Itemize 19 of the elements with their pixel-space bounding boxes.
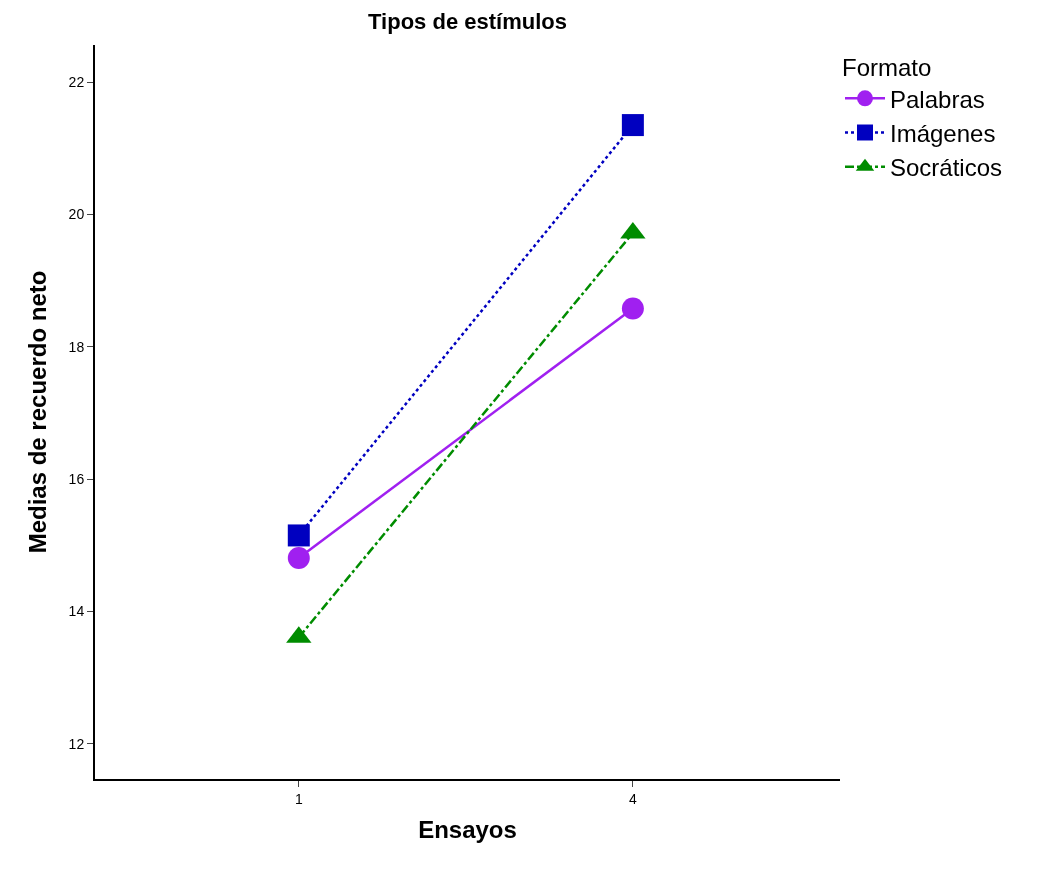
legend-title: Formato: [842, 54, 932, 82]
y-tick-label: 12: [68, 735, 85, 752]
y-tick-label: 18: [68, 338, 85, 355]
point: [287, 524, 310, 547]
legend-label: Palabras: [890, 85, 985, 113]
y-tick-label: 20: [68, 206, 85, 223]
x-axis-title: Ensayos: [418, 815, 517, 843]
point: [621, 297, 644, 320]
point: [287, 546, 310, 569]
y-axis-title: Medias de recuerdo neto: [24, 270, 52, 554]
legend-label: Socráticos: [890, 154, 1003, 182]
x-tick-label: 1: [294, 790, 303, 807]
legend-label: Imágenes: [890, 119, 996, 147]
y-tick-label: 14: [68, 603, 85, 620]
y-tick-label: 22: [68, 73, 85, 90]
x-tick-label: 4: [628, 790, 637, 807]
y-tick-label: 16: [68, 471, 85, 488]
chart-title: Tipos de estímulos: [368, 8, 567, 34]
point: [621, 114, 644, 137]
